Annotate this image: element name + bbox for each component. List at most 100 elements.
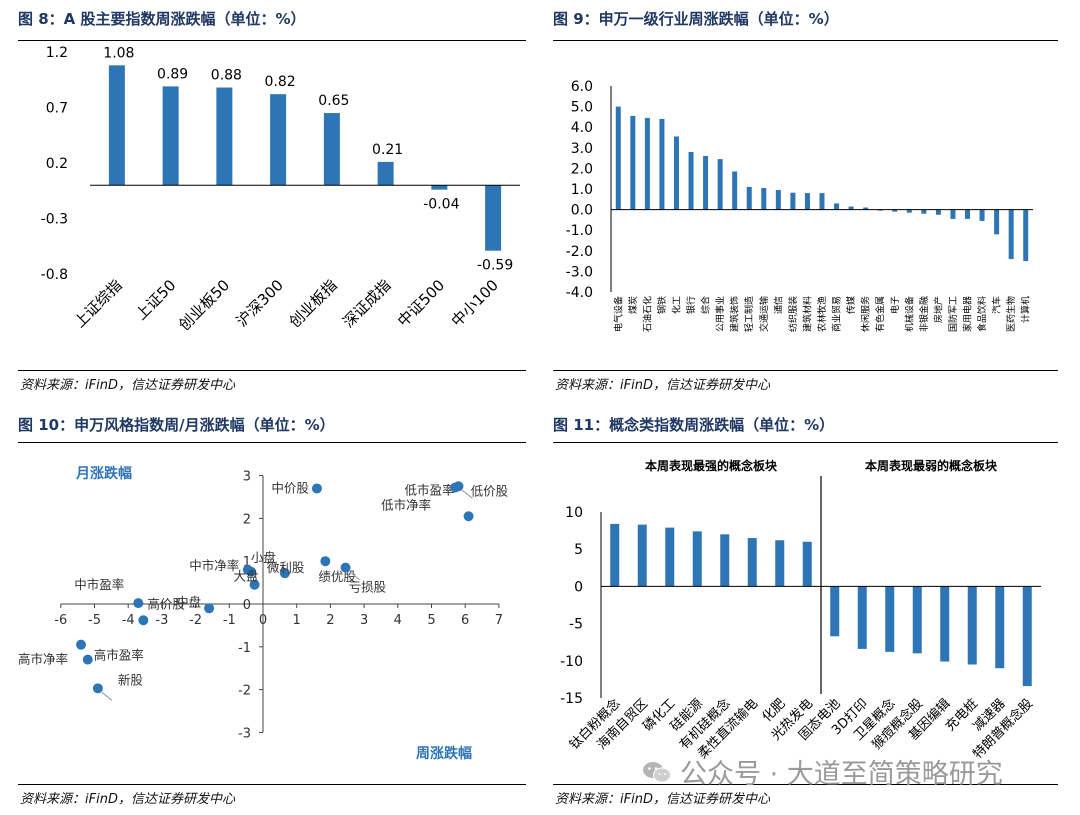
bar <box>995 586 1005 669</box>
data-label: 0.65 <box>318 93 349 109</box>
bar <box>775 540 785 587</box>
x-tick-label: 钢铁 <box>656 296 668 314</box>
bar <box>659 118 665 210</box>
figure-9-chart: 6.0 5.0 4.0 3.0 2.0 1.0 0.0 -1.0 -2.0 -3.0 -4.0 电气设… <box>566 79 1033 332</box>
leader-line <box>349 571 360 581</box>
bar <box>692 531 702 587</box>
data-label: 0.21 <box>372 142 403 158</box>
bar <box>994 209 1000 235</box>
x-tick-label: -3 <box>155 613 168 628</box>
y-tick-label: 0.0 <box>571 203 593 219</box>
x-tick-label: 机械设备 <box>903 296 915 332</box>
bar <box>935 209 941 215</box>
y-tick-label: 2 <box>243 512 251 527</box>
y-tick-label: 0 <box>574 579 583 595</box>
y-tick-label: 5.0 <box>571 100 593 116</box>
bar <box>857 586 867 649</box>
point-label: 微利股 <box>267 560 305 575</box>
figure-8-chart: 1.2 0.7 0.2 -0.3 -0.8 1.08 上证综指 0.89 上证50 0.88 创业板… <box>41 45 520 334</box>
bar <box>720 534 730 587</box>
bar <box>761 187 767 210</box>
bar <box>1022 586 1032 687</box>
point-label: 中市净率 <box>189 558 239 573</box>
x-tick-label: -2 <box>189 613 202 628</box>
x-tick-label: 农林牧渔 <box>816 296 828 332</box>
x-tick-label: 上证综指 <box>71 276 126 331</box>
bar <box>162 86 179 186</box>
bar <box>747 538 757 587</box>
y-tick-label: 3 <box>243 470 251 485</box>
y-tick-label: 4.0 <box>571 120 593 136</box>
scatter-point <box>246 566 257 577</box>
y-tick-label: -3.0 <box>566 264 593 280</box>
bar <box>108 65 125 186</box>
x-tick-label: 创业板指 <box>286 276 341 331</box>
scatter-point <box>279 568 290 579</box>
scatter-point <box>340 562 351 573</box>
bar <box>921 209 927 214</box>
bar <box>485 185 502 251</box>
bar <box>819 193 825 210</box>
x-tick-label: 食品饮料 <box>976 296 988 332</box>
x-tick-label: -4 <box>122 613 135 628</box>
bar <box>802 541 812 587</box>
bar <box>270 94 287 186</box>
figure-9-source: 资料来源：iFinD，信达证券研发中心 <box>555 378 770 393</box>
x-tick-label: 4 <box>394 613 402 628</box>
bar <box>790 192 796 210</box>
x-tick-label: -5 <box>88 613 101 628</box>
x-tick-label: 煤炭 <box>627 296 639 314</box>
x-tick-label: 5 <box>427 613 435 628</box>
x-tick-label: 化工 <box>670 296 682 314</box>
bar <box>688 151 694 210</box>
y-tick-label: 2.0 <box>571 161 593 177</box>
leader-line <box>462 489 473 499</box>
x-tick-label: 深证成指 <box>339 276 394 331</box>
bar <box>610 523 620 587</box>
y-tick-label: 5 <box>574 542 583 558</box>
bar <box>848 206 854 210</box>
y-tick-label: 1.0 <box>571 182 593 198</box>
figure-9-bottom-rule <box>553 370 1058 371</box>
x-tick-label: 6 <box>461 613 469 628</box>
figure-8-source: 资料来源：iFinD，信达证券研发中心 <box>20 378 235 393</box>
x-tick-label: 传媒 <box>845 296 857 314</box>
figure-10-panel: 图 10：申万风格指数周/月涨跌幅（单位：%） -6 -5 -4 -3 -2 -1 0 1 2 3… <box>18 408 526 808</box>
x-tick-label: 石油石化 <box>641 296 653 332</box>
x-tick-label: -6 <box>54 613 67 628</box>
point-label: 小盘 <box>251 550 276 565</box>
scatter-point <box>204 603 215 614</box>
x-tick-label: 创业板50 <box>175 276 233 334</box>
point-label: 高价股 <box>147 596 185 611</box>
y-tick-label: 6.0 <box>571 79 593 95</box>
point-label: 绩优股 <box>318 569 356 584</box>
bar <box>644 117 650 210</box>
bar <box>912 586 922 654</box>
figure-11-panel: 图 11：概念类指数周涨跌幅（单位：%） 10 5 0 -5 -10 -15 本周表现最强的… <box>553 408 1058 808</box>
bar <box>732 171 738 210</box>
point-label: 低市净率 <box>381 498 431 513</box>
x-tick-label: 家用电器 <box>962 296 974 332</box>
figure-8-bottom-rule <box>18 370 526 371</box>
x-tick-label: 交通运输 <box>758 296 770 332</box>
figure-9-top-rule <box>553 40 1058 41</box>
x-tick-label: 银行 <box>685 296 697 314</box>
bar <box>906 209 912 213</box>
x-tick-label: 3 <box>360 613 368 628</box>
bar <box>885 586 895 652</box>
bar <box>804 193 810 210</box>
y-tick-label: -1.0 <box>566 223 593 239</box>
y-tick-label: -10 <box>560 654 583 670</box>
bar <box>431 185 448 190</box>
scatter-point <box>463 511 474 522</box>
wechat-icon <box>642 760 672 784</box>
figure-8-title: 图 8：A 股主要指数周涨跌幅（单位：%） <box>18 10 306 28</box>
x-tick-label: 综合 <box>700 296 712 314</box>
scatter-point <box>82 654 93 665</box>
scatter-point <box>311 483 322 494</box>
y-tick-label: -3 <box>238 726 251 741</box>
bar <box>775 190 781 210</box>
watermark: 公众号 · 大道至简策略研究 <box>642 752 1003 791</box>
y-tick-label: 1.2 <box>46 45 68 61</box>
